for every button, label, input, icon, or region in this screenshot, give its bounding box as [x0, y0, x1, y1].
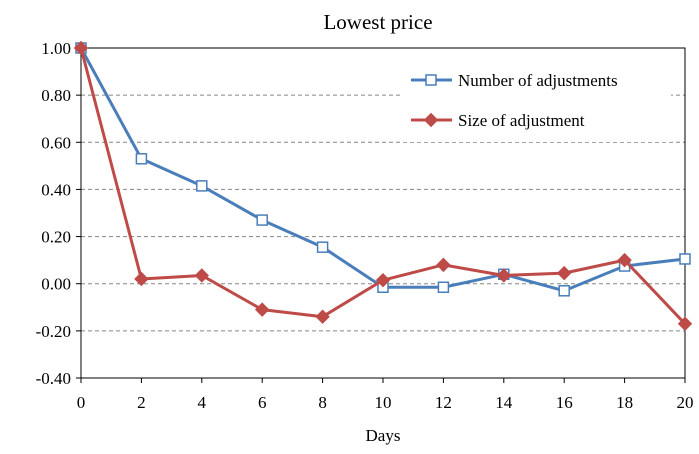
- x-tick-label: 12: [435, 393, 452, 412]
- y-tick-label: 0.00: [41, 275, 71, 294]
- data-point: [73, 40, 89, 56]
- y-tick-label: 0.40: [41, 180, 71, 199]
- data-point: [375, 272, 391, 288]
- data-point: [254, 302, 270, 317]
- x-tick-label: 16: [556, 393, 573, 412]
- y-axis-ticks: -0.40 -0.20 0.00 0.20 0.40 0.60 0.80 1.00: [36, 39, 81, 388]
- data-point: [256, 214, 268, 226]
- data-point: [194, 268, 210, 283]
- x-axis-label: Days: [366, 426, 401, 445]
- x-tick-label: 18: [616, 393, 633, 412]
- data-point: [316, 241, 329, 253]
- y-tick-label: 1.00: [41, 39, 71, 58]
- legend-item: Size of adjustment: [411, 111, 585, 130]
- data-point: [556, 265, 572, 281]
- x-tick-label: 20: [677, 393, 694, 412]
- legend-marker: [423, 112, 439, 128]
- data-point: [437, 281, 450, 293]
- data-point: [558, 285, 570, 297]
- series-layer: [73, 40, 693, 331]
- data-point: [436, 257, 451, 273]
- data-point: [196, 180, 208, 192]
- x-tick-label: 4: [198, 393, 207, 412]
- data-point: [679, 253, 691, 265]
- x-tick-label: 0: [77, 393, 86, 412]
- x-tick-label: 14: [495, 393, 513, 412]
- data-point: [617, 252, 632, 268]
- legend: Number of adjustments Size of adjustment: [403, 64, 671, 142]
- x-axis-ticks: 0 2 4 6 8 10 12 14 16 18 20: [77, 378, 694, 412]
- legend-item: Number of adjustments: [411, 71, 618, 90]
- legend-label: Size of adjustment: [458, 111, 585, 130]
- x-tick-label: 8: [318, 393, 327, 412]
- x-tick-label: 10: [375, 393, 392, 412]
- legend-label: Number of adjustments: [458, 71, 618, 90]
- data-point: [315, 309, 330, 324]
- legend-marker: [425, 74, 437, 86]
- series-2: [73, 40, 693, 331]
- chart-title: Lowest price: [323, 10, 432, 34]
- y-tick-label: 0.80: [41, 86, 71, 105]
- y-tick-label: -0.20: [36, 322, 71, 341]
- y-tick-label: 0.60: [41, 133, 71, 152]
- x-tick-label: 2: [137, 393, 146, 412]
- x-tick-label: 6: [258, 393, 267, 412]
- data-point: [134, 271, 149, 287]
- data-point: [135, 153, 148, 165]
- data-point: [496, 268, 512, 283]
- data-point: [677, 316, 693, 331]
- y-tick-label: 0.20: [41, 228, 71, 247]
- legend-background: [403, 64, 671, 142]
- y-tick-label: -0.40: [36, 369, 71, 388]
